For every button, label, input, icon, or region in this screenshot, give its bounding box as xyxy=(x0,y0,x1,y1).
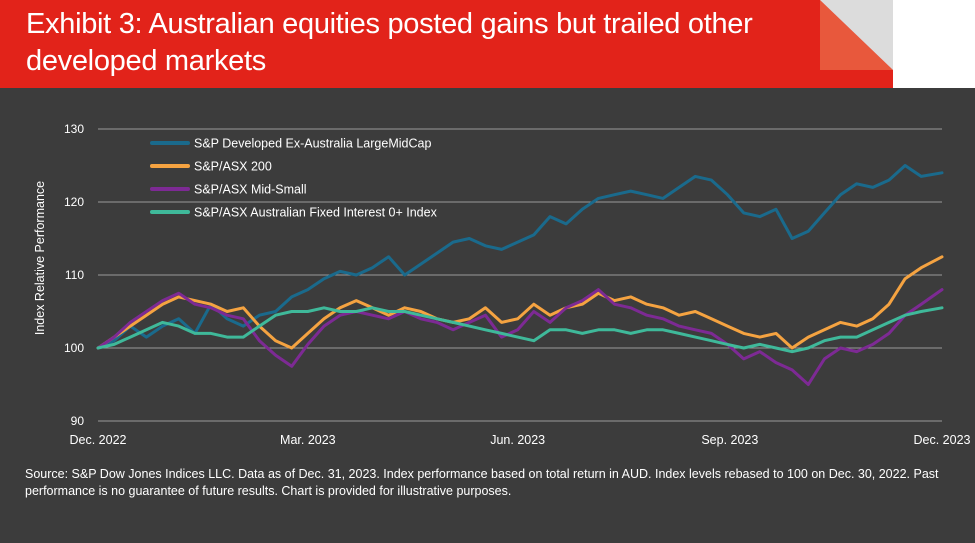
series-layer xyxy=(96,164,944,386)
exhibit-title: Exhibit 3: Australian equities posted ga… xyxy=(26,8,753,77)
y-tick-label: 130 xyxy=(64,122,84,136)
source-footnote: Source: S&P Dow Jones Indices LLC. Data … xyxy=(25,467,939,498)
x-tick-label: Dec. 2023 xyxy=(914,433,971,447)
x-tick-label: Jun. 2023 xyxy=(490,433,545,447)
legend-label: S&P/ASX Mid-Small xyxy=(194,183,307,197)
series-line-s-p-developed-ex-australia-largemidcap xyxy=(96,164,944,350)
exhibit-header: Exhibit 3: Australian equities posted ga… xyxy=(0,0,893,88)
series-line-s-p-asx-200 xyxy=(96,255,944,350)
y-tick-label: 90 xyxy=(71,414,85,428)
fold-shadow xyxy=(820,0,893,70)
legend-label: S&P/ASX 200 xyxy=(194,160,272,174)
y-tick-label: 120 xyxy=(64,195,84,209)
series-line-s-p-asx-australian-fixed-interest-0-index xyxy=(96,306,944,354)
legend-label: S&P/ASX Australian Fixed Interest 0+ Ind… xyxy=(194,206,438,220)
performance-line-chart: 90 100 110 120 130 Dec. 2022 Mar. 2023 Jun. 202… xyxy=(33,122,971,447)
legend-label: S&P Developed Ex-Australia LargeMidCap xyxy=(194,137,431,151)
y-axis-label: Index Relative Performance xyxy=(33,181,47,335)
x-tick-label: Dec. 2022 xyxy=(70,433,127,447)
axis-layer: 90 100 110 120 130 Dec. 2022 Mar. 2023 Jun. 202… xyxy=(64,122,971,447)
series-line-s-p-asx-mid-small xyxy=(96,288,944,386)
grid-layer xyxy=(98,128,942,422)
page-fold-graphic xyxy=(820,0,893,88)
x-tick-label: Sep. 2023 xyxy=(701,433,758,447)
y-tick-label: 100 xyxy=(64,341,84,355)
corner-background xyxy=(893,0,975,88)
legend: S&P Developed Ex-Australia LargeMidCap S&… xyxy=(150,137,438,220)
x-tick-label: Mar. 2023 xyxy=(280,433,336,447)
y-tick-label: 110 xyxy=(65,268,84,282)
